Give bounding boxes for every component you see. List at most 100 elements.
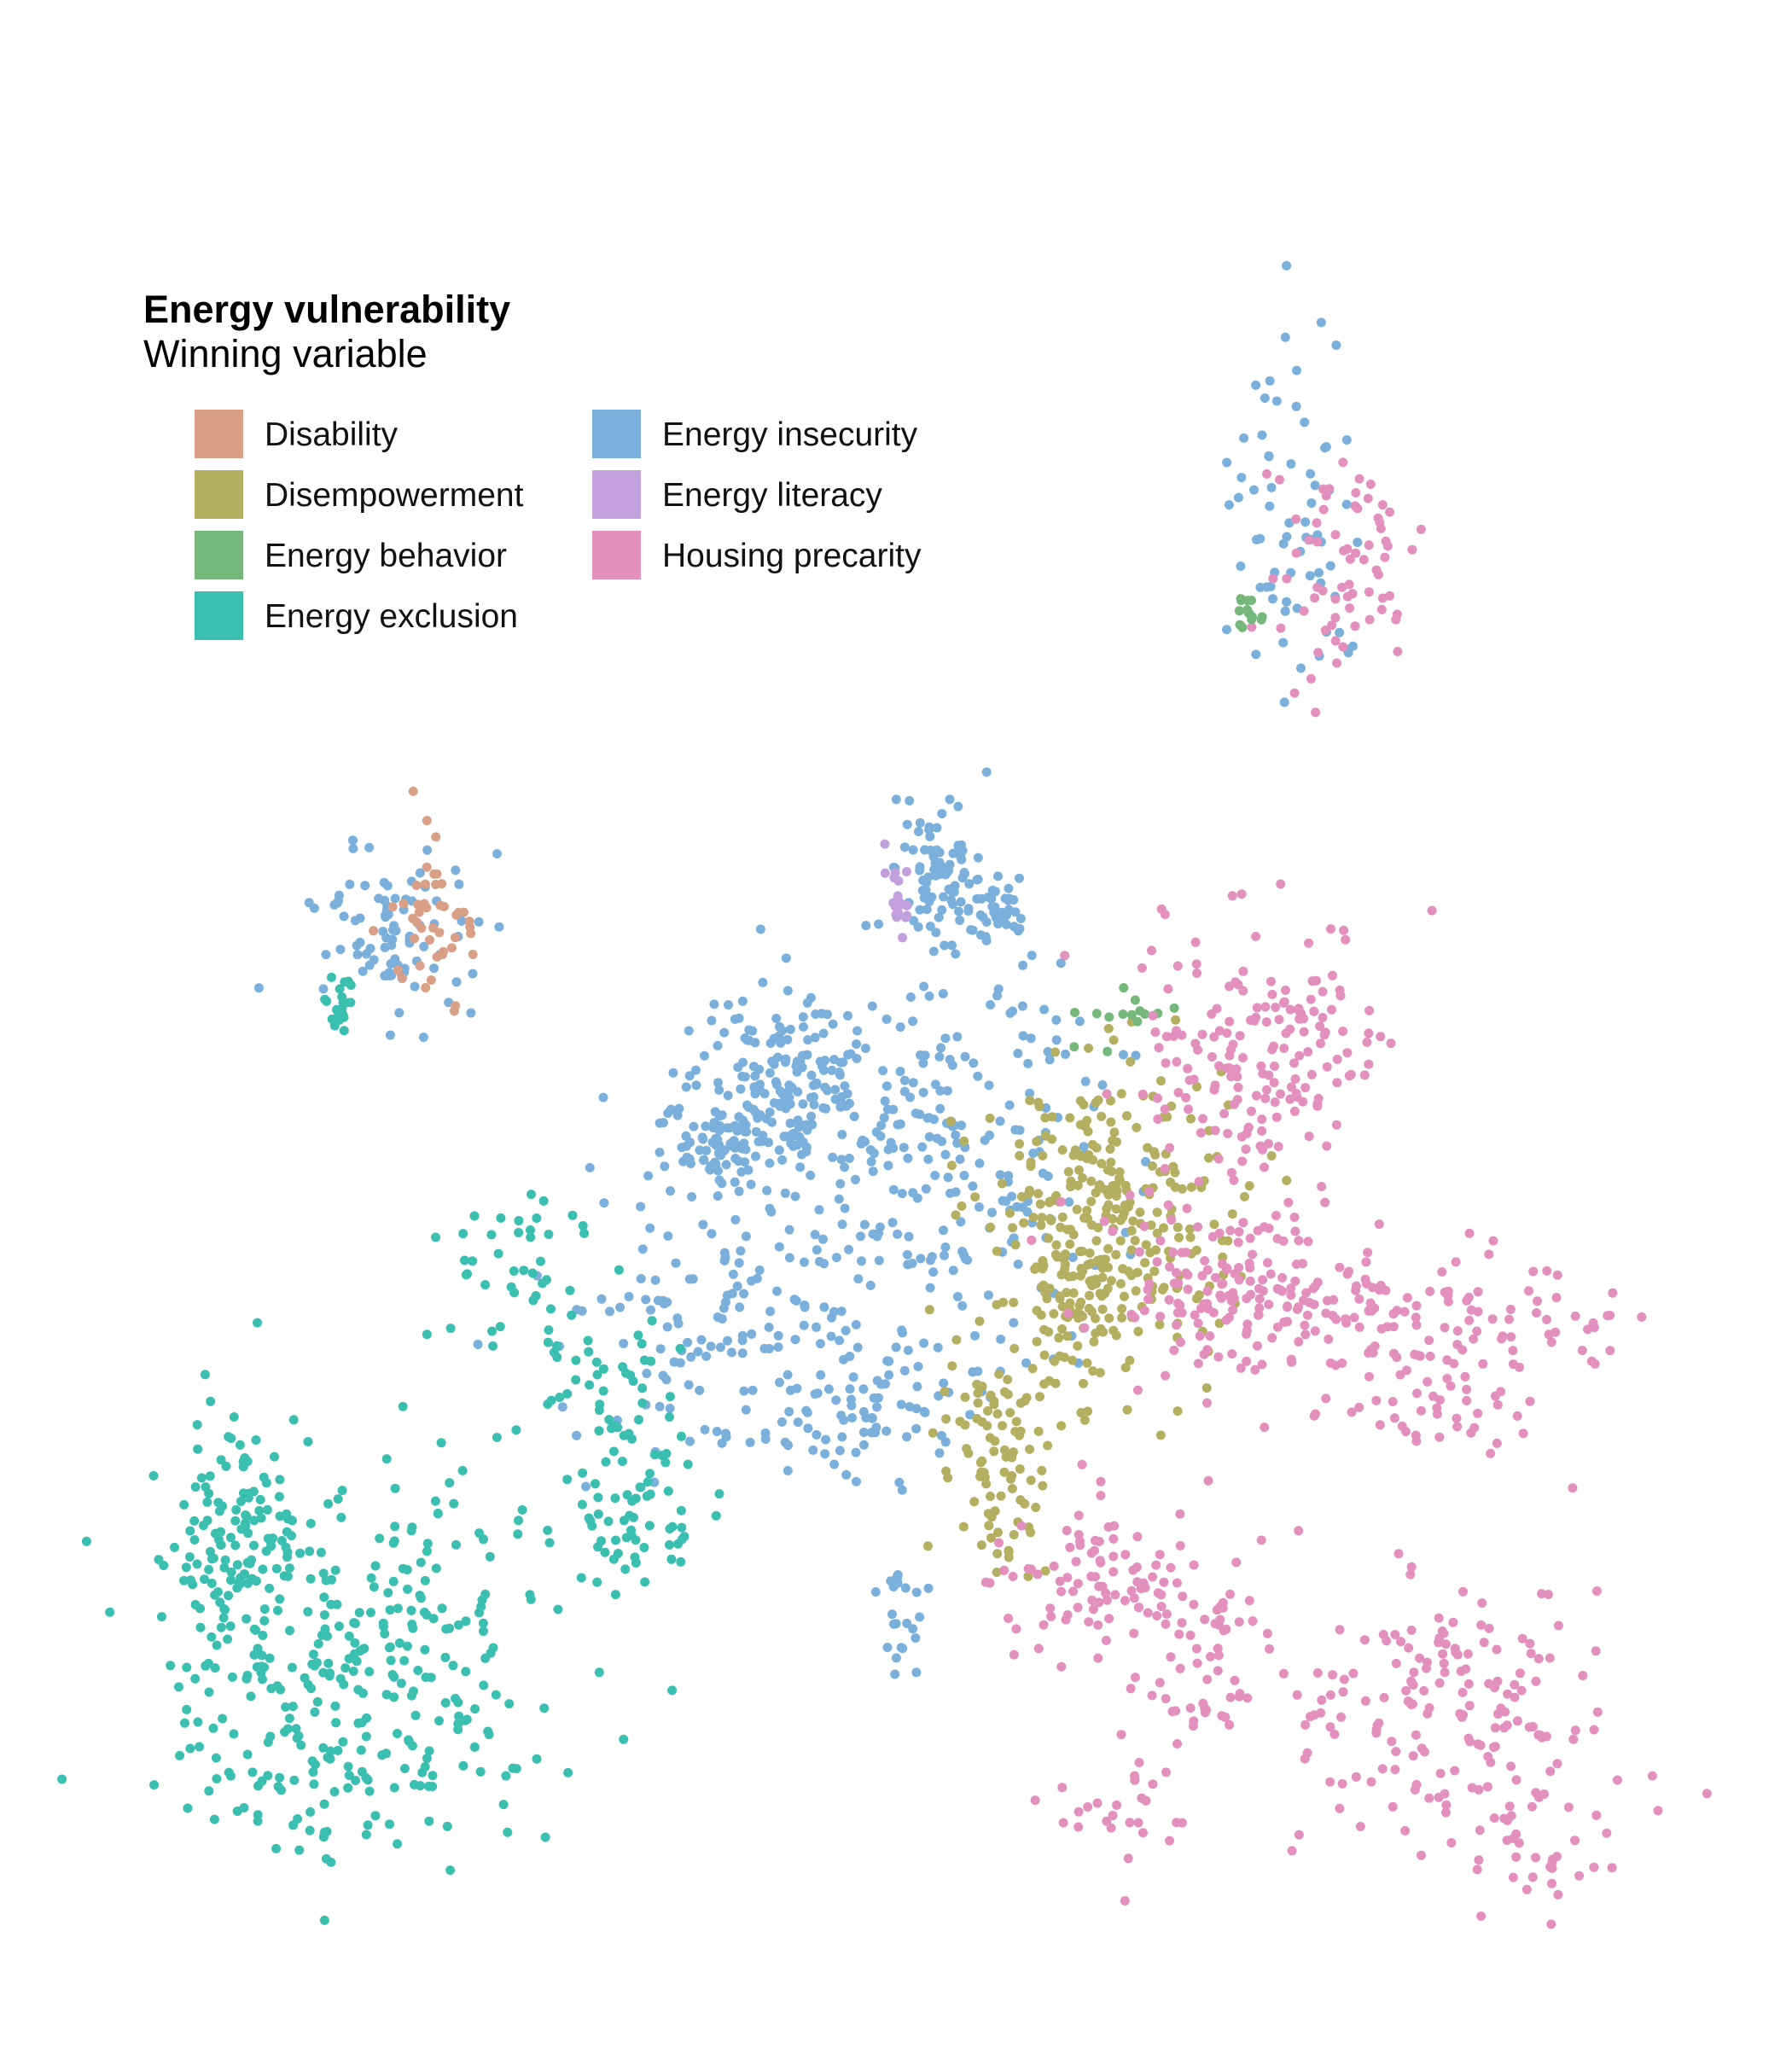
region-dot-disempowerment	[1057, 1212, 1068, 1222]
region-dot-energy-insecurity	[662, 1322, 672, 1332]
region-dot-energy-insecurity	[993, 871, 1003, 881]
region-dot-housing-precarity	[1238, 1218, 1248, 1228]
region-dot-housing-precarity	[1181, 1248, 1191, 1257]
region-dot-energy-insecurity	[684, 1154, 695, 1164]
region-dot-energy-exclusion	[305, 1825, 315, 1836]
region-dot-energy-exclusion	[219, 1604, 230, 1614]
region-dot-housing-precarity	[1362, 1037, 1372, 1047]
region-dot-energy-insecurity	[867, 1413, 877, 1423]
region-dot-housing-precarity	[1533, 1654, 1544, 1664]
region-dot-energy-exclusion	[338, 1737, 348, 1747]
region-dot-energy-exclusion	[184, 1552, 195, 1562]
region-dot-disempowerment	[977, 1456, 987, 1466]
region-dot-energy-literacy	[898, 933, 907, 943]
region-dot-energy-insecurity	[769, 1098, 779, 1108]
region-dot-housing-precarity	[1547, 1878, 1556, 1888]
region-dot-housing-precarity	[1502, 1720, 1512, 1731]
region-dot-disempowerment	[1035, 1199, 1045, 1209]
region-dot-energy-exclusion	[335, 984, 345, 994]
region-dot-energy-insecurity	[964, 879, 975, 889]
region-dot-energy-exclusion	[428, 1771, 438, 1781]
region-dot-housing-precarity	[1128, 1565, 1138, 1575]
region-dot-disempowerment	[960, 1420, 970, 1430]
region-dot-housing-precarity	[1073, 1530, 1084, 1539]
region-dot-energy-exclusion	[361, 1830, 371, 1840]
region-dot-housing-precarity	[1374, 1219, 1384, 1230]
region-dot-energy-exclusion	[393, 1839, 403, 1849]
region-dot-energy-insecurity	[494, 922, 504, 932]
region-dot-energy-insecurity	[415, 868, 425, 878]
region-dot-energy-insecurity	[1027, 951, 1037, 961]
legend-item-energy-behavior: Energy behavior	[195, 531, 507, 579]
region-dot-energy-exclusion	[562, 1388, 573, 1399]
region-dot-disability	[399, 899, 409, 909]
region-dot-housing-precarity	[1202, 1286, 1213, 1296]
legend-item-energy-literacy: Energy literacy	[592, 470, 882, 519]
region-dot-energy-exclusion	[353, 1718, 364, 1728]
region-dot-energy-insecurity	[1282, 596, 1292, 607]
region-dot-energy-insecurity	[1013, 1260, 1023, 1269]
region-dot-housing-precarity	[1272, 1322, 1283, 1332]
region-dot-energy-exclusion	[292, 1733, 302, 1743]
region-dot-energy-exclusion	[320, 994, 330, 1004]
region-dot-energy-insecurity	[905, 992, 916, 1002]
region-dot-energy-exclusion	[665, 1412, 674, 1423]
region-dot-disempowerment	[1095, 1368, 1105, 1378]
region-dot-housing-precarity	[1154, 1043, 1164, 1053]
region-dot-energy-exclusion	[319, 1592, 329, 1603]
region-dot-energy-insecurity	[839, 1354, 848, 1364]
region-dot-housing-precarity	[1425, 1286, 1435, 1296]
region-dot-housing-precarity	[1390, 1630, 1400, 1640]
region-dot-energy-exclusion	[620, 1564, 631, 1574]
region-dot-energy-insecurity	[321, 950, 331, 960]
region-dot-disempowerment	[1184, 1224, 1195, 1234]
region-dot-housing-precarity	[1533, 1296, 1542, 1306]
region-dot-energy-exclusion	[617, 1457, 627, 1466]
region-dot-energy-insecurity	[380, 895, 390, 905]
region-dot-energy-insecurity	[335, 945, 346, 955]
region-dot-energy-insecurity	[707, 1229, 717, 1239]
region-dot-energy-insecurity	[831, 1253, 841, 1263]
region-dot-energy-insecurity	[902, 1249, 912, 1260]
region-dot-disability	[451, 933, 460, 943]
region-dot-disempowerment	[1126, 1245, 1137, 1255]
region-dot-energy-exclusion	[633, 1330, 643, 1341]
region-dot-energy-exclusion	[223, 1634, 233, 1644]
region-dot-housing-precarity	[1143, 1295, 1153, 1305]
region-dot-energy-insecurity	[684, 1274, 695, 1284]
region-dot-disempowerment	[1116, 1089, 1126, 1099]
region-dot-housing-precarity	[1337, 1778, 1347, 1789]
region-dot-housing-precarity	[1299, 1027, 1309, 1037]
region-dot-housing-precarity	[1406, 1625, 1417, 1635]
region-dot-energy-exclusion	[398, 1401, 408, 1411]
region-dot-energy-insecurity	[1010, 1125, 1021, 1135]
region-dot-disempowerment	[1111, 1204, 1121, 1214]
region-dot-energy-behavior	[1070, 1008, 1079, 1017]
region-dot-housing-precarity	[1125, 1190, 1135, 1201]
region-dot-housing-precarity	[1442, 1374, 1452, 1383]
region-dot-housing-precarity	[1304, 535, 1314, 545]
region-dot-energy-insecurity	[1141, 1156, 1150, 1167]
region-dot-energy-exclusion	[608, 1446, 619, 1457]
region-dot-housing-precarity	[1419, 1685, 1429, 1696]
region-dot-energy-insecurity	[821, 1103, 831, 1114]
region-dot-energy-insecurity	[940, 940, 950, 951]
region-dot-energy-insecurity	[663, 1231, 673, 1241]
region-dot-disempowerment	[1040, 1113, 1050, 1123]
region-dot-housing-precarity	[1241, 1144, 1251, 1155]
region-dot-housing-precarity	[1563, 1802, 1574, 1812]
region-dot-housing-precarity	[1463, 1649, 1473, 1659]
region-dot-energy-exclusion	[440, 1698, 451, 1708]
region-dot-housing-precarity	[1591, 1646, 1601, 1656]
region-dot-energy-insecurity	[913, 827, 923, 836]
region-dot-disempowerment	[992, 1549, 1003, 1559]
region-dot-disempowerment	[1126, 1271, 1137, 1281]
region-dot-energy-exclusion	[204, 1488, 214, 1498]
region-dot-housing-precarity	[1365, 480, 1376, 489]
region-dot-housing-precarity	[1108, 1567, 1119, 1577]
region-dot-energy-exclusion	[431, 1563, 441, 1574]
region-dot-energy-exclusion	[711, 1510, 721, 1521]
region-dot-energy-exclusion	[618, 1362, 628, 1372]
region-dot-energy-exclusion	[216, 1527, 226, 1537]
region-dot-energy-insecurity	[1004, 1100, 1015, 1110]
